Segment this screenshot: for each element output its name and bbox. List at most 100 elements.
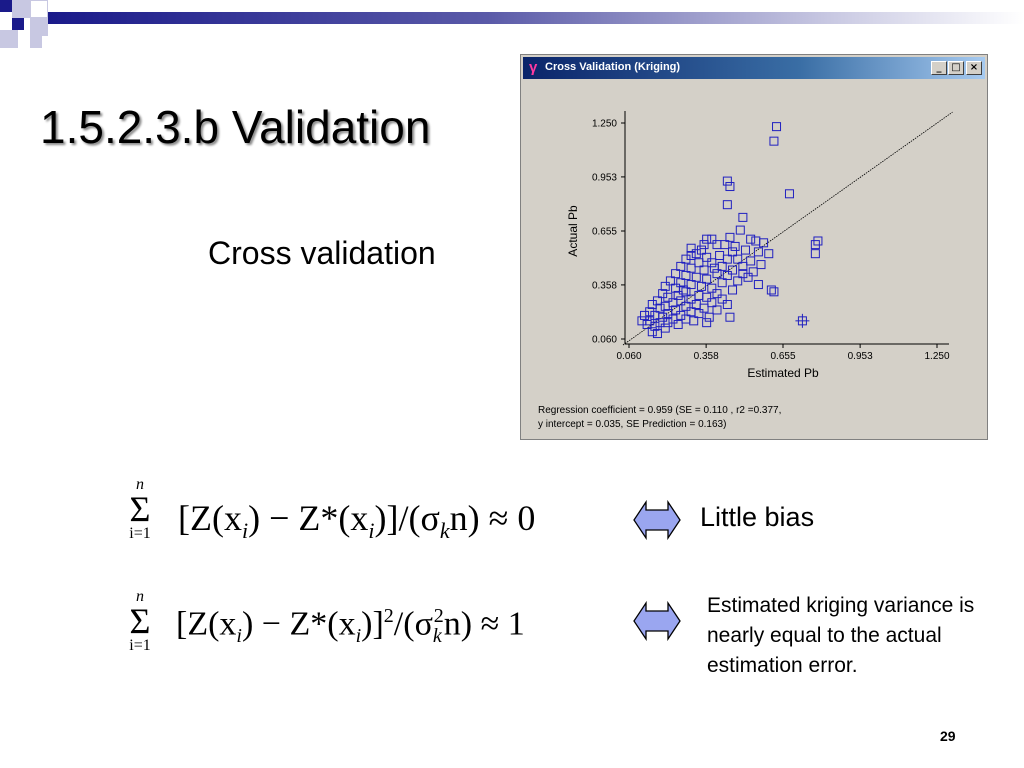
data-point [717,294,727,304]
highlight-point [795,313,810,328]
data-point [691,272,701,282]
data-point [738,212,748,222]
data-point [769,287,779,297]
y-tick-label: 0.655 [592,227,617,238]
data-point [660,301,670,311]
x-tick-label: 0.060 [616,351,641,362]
data-point [702,318,712,328]
data-point [720,240,730,250]
regression-stats-line1: Regression coefficient = 0.959 (SE = 0.1… [538,405,782,416]
y-tick-label: 0.060 [592,335,617,346]
regression-stats-line2: y intercept = 0.035, SE Prediction = 0.1… [538,419,727,430]
data-point [738,261,748,271]
y-tick-label: 1.250 [592,119,617,130]
page-number: 29 [940,728,956,744]
maximize-button[interactable]: □ [948,61,964,75]
data-point [709,263,719,273]
x-axis-label: Estimated Pb [747,366,819,380]
data-point [728,265,738,275]
data-point [712,240,722,250]
data-point [769,136,779,146]
data-point [678,285,688,295]
data-point [673,319,683,329]
data-point [650,321,660,331]
data-point [717,278,727,288]
data-point [725,232,735,242]
data-point [766,285,776,295]
close-button[interactable]: × [966,61,982,75]
data-point [696,281,706,291]
data-point [686,294,696,304]
data-point [735,225,745,235]
sum-upper-limit: n [136,476,144,493]
y-tick-label: 0.953 [592,172,617,183]
slide-subtitle: Cross validation [208,235,436,271]
data-point [746,234,756,244]
data-point [686,251,696,261]
data-point [686,243,696,253]
sum-upper-limit: n [136,588,144,605]
data-point [691,249,701,259]
gamma-icon: γ [529,59,538,76]
data-point [702,292,712,302]
data-point [722,300,732,310]
data-point [751,236,761,246]
data-point [725,312,735,322]
data-points [637,122,823,339]
data-point [660,323,670,333]
data-point [728,247,738,257]
data-point [772,122,782,132]
data-point [764,249,774,259]
cross-validation-window[interactable]: γ Cross Validation (Kriging) _ □ × 0.060… [520,54,988,440]
data-point [665,276,675,286]
data-point [740,245,750,255]
data-point [676,261,686,271]
minimize-button[interactable]: _ [931,61,947,75]
data-point [756,260,766,270]
data-point [699,240,709,250]
double-arrow-icon [633,600,681,642]
data-point [681,301,691,311]
data-point [748,267,758,277]
slide-title: 1.5.2.3.b Validation [40,101,431,153]
y-axis-label: Actual Pb [566,205,580,257]
data-point [704,312,714,322]
data-point [725,182,735,192]
data-point [728,285,738,295]
data-point [707,234,717,244]
data-point [753,280,763,290]
formula-bias-expression: [Z(xi) − Z*(xi)]/(σkn) ≈ 0 [178,498,536,544]
sum-sigma: Σ [129,601,151,641]
data-point [652,329,662,339]
data-point [784,189,794,199]
data-point [660,281,670,291]
x-tick-label: 0.953 [848,351,873,362]
data-point [689,316,699,326]
data-point [733,254,743,264]
data-point [699,265,709,275]
sum-lower-limit: i=1 [129,637,151,654]
data-point [681,270,691,280]
data-point [712,305,722,315]
data-point [655,303,665,313]
data-point [637,316,647,326]
data-point [707,298,717,308]
data-point [759,238,769,248]
data-point [671,269,681,279]
scatter-plot: 0.060 0.358 0.655 0.953 1.250 0.060 0.358 0.655… [566,111,953,380]
window-titlebar[interactable]: γ Cross Validation (Kriging) _ □ × [523,57,985,79]
data-point [738,269,748,279]
data-point [712,269,722,279]
data-point [707,258,717,268]
data-point [694,290,704,300]
data-point [663,292,673,302]
data-point [810,240,820,250]
reference-line [622,111,953,346]
data-point [676,296,686,306]
data-point [686,280,696,290]
data-point [753,247,763,257]
data-point [722,270,732,280]
data-point [676,278,686,288]
data-point [733,276,743,286]
y-tick-label: 0.358 [592,280,617,291]
